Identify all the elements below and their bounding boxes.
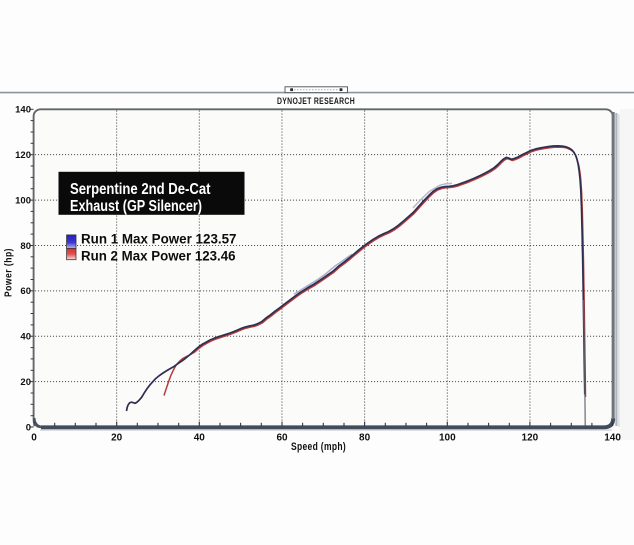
svg-text:100: 100: [15, 196, 31, 207]
svg-text:100: 100: [439, 433, 456, 444]
svg-text:DYNOJET RESEARCH: DYNOJET RESEARCH: [277, 96, 355, 106]
svg-text:Run 1 Max Power 123.57: Run 1 Max Power 123.57: [81, 231, 237, 246]
svg-text:60: 60: [276, 433, 288, 444]
svg-text:0: 0: [31, 433, 37, 444]
svg-text:Exhaust (GP Silencer): Exhaust (GP Silencer): [70, 198, 202, 215]
svg-text:80: 80: [359, 433, 371, 444]
svg-text:120: 120: [522, 433, 539, 444]
svg-text:120: 120: [15, 150, 31, 161]
svg-text:140: 140: [15, 105, 31, 116]
svg-text:40: 40: [194, 433, 206, 444]
svg-text:140: 140: [604, 433, 621, 444]
svg-text:0: 0: [26, 422, 31, 433]
svg-text:40: 40: [20, 332, 31, 343]
svg-text:20: 20: [20, 377, 31, 388]
svg-text:80: 80: [20, 241, 31, 252]
svg-text:Serpentine 2nd De-Cat: Serpentine 2nd De-Cat: [70, 181, 211, 198]
svg-text:Power (hp): Power (hp): [3, 248, 15, 297]
svg-text:60: 60: [20, 286, 31, 297]
svg-text:20: 20: [111, 433, 123, 444]
svg-text:Run 2 Max Power 123.46: Run 2 Max Power 123.46: [81, 248, 236, 263]
svg-text:Speed (mph): Speed (mph): [291, 441, 346, 453]
